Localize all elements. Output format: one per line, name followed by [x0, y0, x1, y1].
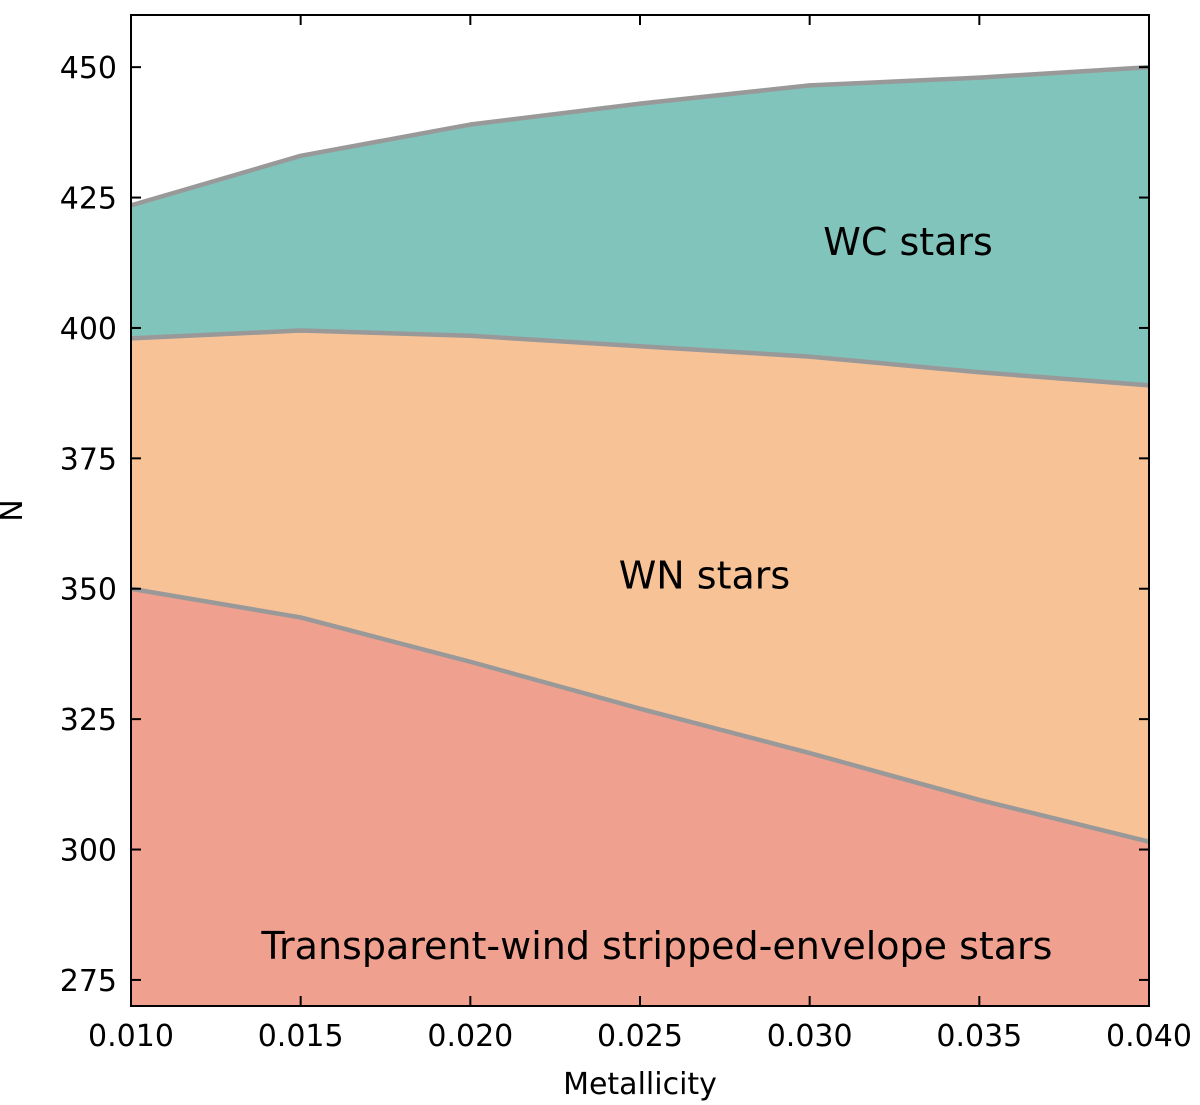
y-tick-label: 400 [60, 312, 117, 347]
region-label: Transparent-wind stripped-envelope stars [260, 924, 1052, 968]
y-tick-label: 275 [60, 964, 117, 999]
x-tick-label: 0.020 [427, 1019, 513, 1054]
area-transparent-wind-stripped-envelope-stars [131, 588, 1149, 1006]
x-tick-label: 0.010 [88, 1019, 174, 1054]
area-wc-stars [131, 67, 1149, 386]
boundary-lines [130, 64, 1150, 844]
x-tick-label: 0.035 [936, 1019, 1022, 1054]
x-axis-label: Metallicity [563, 1067, 717, 1102]
boundary-wn-top [130, 328, 1150, 388]
y-axis-ticks: 275 300 325 350 375 400 425 450 [60, 51, 1149, 999]
x-tick-label: 0.040 [1106, 1019, 1192, 1054]
x-tick-label: 0.030 [767, 1019, 853, 1054]
x-axis-ticks: 0.010 0.015 0.020 0.025 0.030 0.035 0.040 [88, 15, 1192, 1054]
y-tick-label: 325 [60, 703, 117, 738]
area-wn-stars [131, 330, 1149, 842]
y-tick-label: 350 [60, 573, 117, 608]
y-axis-label: N [0, 499, 30, 521]
region-label: WN stars [619, 554, 790, 598]
boundary-transparent-wind-top [130, 586, 1150, 844]
y-tick-label: 450 [60, 51, 117, 86]
x-tick-label: 0.015 [258, 1019, 344, 1054]
x-tick-label: 0.025 [597, 1019, 683, 1054]
region-labels: WC stars WN stars Transparent-wind strippe… [260, 220, 1052, 968]
region-label: WC stars [823, 220, 993, 264]
y-tick-label: 375 [60, 442, 117, 477]
boundary-wc-top [130, 64, 1150, 208]
y-tick-label: 425 [60, 182, 117, 217]
stacked-areas [131, 67, 1149, 1006]
y-tick-label: 300 [60, 834, 117, 869]
